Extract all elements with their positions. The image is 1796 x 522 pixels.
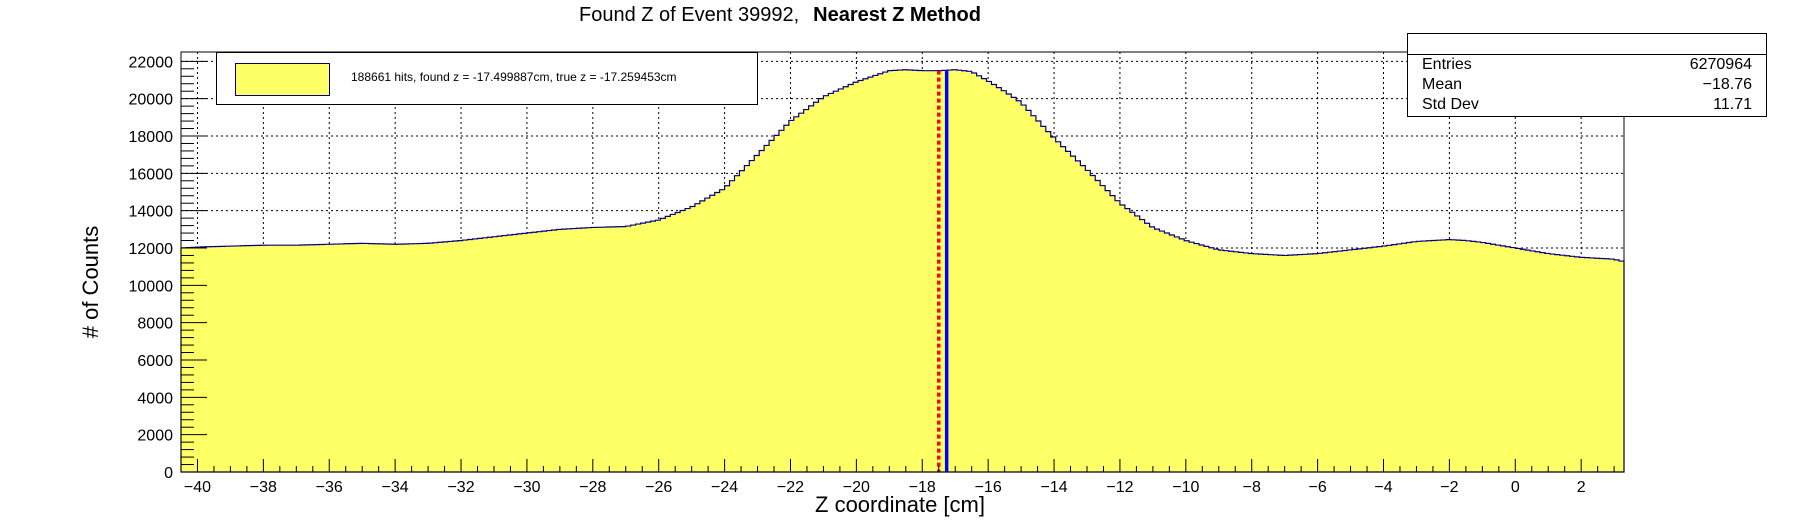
x-tick-label: −28 (579, 479, 606, 496)
axes: 0 2000 4000 6000 8000 10000 12000 14000 16000 180… (129, 51, 1625, 496)
stats-row-stddev: Std Dev 11.71 (1408, 95, 1766, 115)
stats-label: Std Dev (1422, 96, 1479, 113)
x-tick-label: 2 (1577, 479, 1586, 496)
x-tick-label: −26 (645, 479, 672, 496)
x-tick-label: −38 (250, 479, 277, 496)
y-tick-label: 20000 (129, 92, 174, 109)
x-tick-label: −10 (1172, 479, 1199, 496)
legend-entry: 188661 hits, found z = -17.499887cm, tru… (351, 70, 677, 84)
x-tick-label: −22 (777, 479, 804, 496)
y-tick-label: 10000 (129, 278, 174, 295)
y-tick-label: 14000 (129, 204, 174, 221)
x-tick-label: −32 (447, 479, 474, 496)
x-tick-label: −36 (316, 479, 343, 496)
x-tick-label: −12 (1106, 479, 1133, 496)
y-tick-label: 2000 (137, 428, 173, 445)
stats-box: Entries 6270964 Mean −18.76 Std Dev 11.7… (1407, 33, 1767, 117)
stats-label: Entries (1422, 56, 1472, 73)
stats-header (1408, 34, 1766, 55)
y-tick-label: 22000 (129, 54, 174, 71)
x-tick-label: −6 (1308, 479, 1326, 496)
x-axis-label: Z coordinate [cm] (815, 492, 985, 517)
x-tick-label: 0 (1511, 479, 1520, 496)
y-axis-label: # of Counts (78, 226, 103, 339)
legend: 188661 hits, found z = -17.499887cm, tru… (216, 52, 758, 105)
chart-title: Found Z of Event 39992, Nearest Z Method (0, 4, 1560, 27)
histogram-fill (180, 69, 1625, 473)
y-tick-label: 8000 (137, 316, 173, 333)
stats-value: −18.76 (1702, 76, 1752, 93)
y-tick-label: 4000 (137, 390, 173, 407)
z-markers (936, 70, 949, 472)
y-tick-label: 0 (164, 465, 173, 482)
histogram-area (180, 69, 1625, 473)
stats-label: Mean (1422, 76, 1463, 93)
legend-swatch (235, 63, 330, 96)
title-text: Found Z of Event 39992, (579, 4, 800, 26)
x-tick-label: −18 (909, 479, 936, 496)
x-tick-label: −24 (711, 479, 738, 496)
x-tick-label: −4 (1374, 479, 1392, 496)
y-tick-label: 6000 (137, 353, 173, 370)
stats-value: 6270964 (1689, 56, 1752, 73)
stats-value: 11.71 (1713, 96, 1752, 113)
y-tick-label: 16000 (129, 166, 174, 183)
x-tick-label: −40 (184, 479, 211, 496)
x-tick-label: −20 (843, 479, 870, 496)
x-tick-label: −34 (382, 479, 409, 496)
stats-row-entries: Entries 6270964 (1408, 55, 1766, 75)
x-tick-label: −14 (1040, 479, 1067, 496)
x-tick-label: −2 (1440, 479, 1458, 496)
y-tick-label: 12000 (129, 241, 174, 258)
y-tick-label: 18000 (129, 129, 174, 146)
plot-frame (180, 51, 1625, 473)
x-tick-label: −8 (1243, 479, 1261, 496)
title-method: Nearest Z Method (813, 4, 981, 26)
x-tick-label: −16 (975, 479, 1002, 496)
stats-row-mean: Mean −18.76 (1408, 75, 1766, 95)
x-tick-label: −30 (513, 479, 540, 496)
